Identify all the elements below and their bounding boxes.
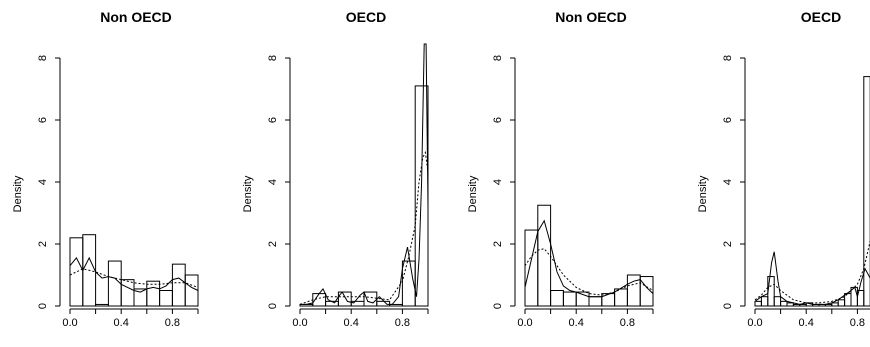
density-curve-dotted (754, 240, 870, 304)
histogram-bar (95, 303, 109, 307)
chart-panel-2: 0 2 4 6 8 Density 0.0 0.4 0.8 (242, 43, 429, 329)
x-tick-label: 0.8 (850, 317, 865, 329)
x-tick-label: 0.8 (165, 317, 180, 329)
y-tick-label: 0 (722, 303, 734, 309)
y-axis-label: Density (242, 175, 254, 212)
x-tick-label: 0.0 (517, 317, 532, 329)
x-tick-label: 0.8 (620, 317, 635, 329)
histogram-bar (171, 263, 186, 307)
histogram-bar (69, 237, 84, 307)
y-tick-label: 6 (722, 117, 734, 123)
histogram-bar (350, 300, 365, 307)
y-tick-label: 8 (722, 55, 734, 61)
histogram-bar (639, 276, 654, 307)
y-tick-label: 4 (722, 179, 734, 185)
histogram-bar (601, 293, 616, 307)
chart-panel-3: 0 2 4 6 8 Density 0.0 0.4 0.8 (467, 55, 654, 329)
y-tick-label: 4 (492, 179, 504, 185)
y-axis-label: Density (697, 175, 709, 212)
density-curve-solid (524, 219, 654, 298)
y-tick-label: 0 (37, 303, 49, 309)
x-tick-label: 0.0 (62, 317, 77, 329)
histogram-bar (844, 293, 852, 307)
histogram-bar (780, 300, 788, 307)
density-curve-dotted (299, 150, 429, 305)
y-axis-label: Density (12, 175, 24, 212)
y-tick-label: 8 (37, 55, 49, 61)
x-tick-label: 0.4 (569, 317, 584, 329)
histogram-bar (767, 276, 775, 307)
histogram-bar (363, 291, 378, 307)
histogram-bar (863, 76, 870, 307)
histogram-bar (159, 290, 173, 307)
histogram-bar (120, 279, 135, 307)
histogram-bar (133, 288, 148, 307)
y-tick-label: 6 (492, 117, 504, 123)
y-tick-label: 8 (492, 55, 504, 61)
y-tick-label: 8 (267, 55, 279, 61)
x-tick-label: 0.0 (747, 317, 762, 329)
histogram-bar (146, 280, 161, 307)
histogram-bar (107, 260, 122, 307)
y-axis-label: Density (467, 175, 479, 212)
y-tick-label: 2 (492, 241, 504, 247)
histogram-bar (562, 291, 577, 307)
chart-title: Non OECD (555, 9, 627, 25)
y-tick-label: 2 (267, 241, 279, 247)
histogram-bar (550, 290, 564, 307)
density-curve-solid (754, 251, 870, 305)
histogram-bar (337, 291, 352, 307)
histogram-bar (754, 300, 762, 307)
histogram-bar (760, 296, 769, 307)
histogram-bar (831, 302, 839, 307)
y-tick-label: 6 (267, 117, 279, 123)
chart-title: OECD (801, 9, 841, 25)
histogram-bar (786, 302, 794, 307)
histogram-bar (837, 299, 846, 307)
y-tick-label: 2 (722, 241, 734, 247)
chart-panel-1: 0 2 4 6 8 Density 0.0 0.4 0.8 (12, 55, 199, 329)
x-tick-label: 0.4 (799, 317, 814, 329)
histogram-bar (588, 296, 603, 307)
density-curve-solid (300, 43, 429, 305)
chart-title: Non OECD (100, 9, 172, 25)
y-tick-label: 6 (37, 117, 49, 123)
x-tick-label: 0.4 (114, 317, 129, 329)
y-tick-label: 0 (492, 303, 504, 309)
histogram-bar (773, 296, 782, 307)
x-tick-label: 0.8 (395, 317, 410, 329)
x-tick-label: 0.4 (344, 317, 359, 329)
density-curve-dotted (524, 248, 654, 296)
y-tick-label: 0 (267, 303, 279, 309)
y-tick-label: 2 (37, 241, 49, 247)
chart-title: OECD (346, 9, 386, 25)
y-tick-label: 4 (37, 179, 49, 185)
histogram-bar (184, 274, 199, 307)
histogram-bar (376, 300, 391, 307)
density-curve-solid (69, 256, 199, 293)
x-tick-label: 0.0 (292, 317, 307, 329)
chart-panel-4: 0 2 4 6 8 Density 0.0 0.4 0.8 (697, 55, 870, 329)
y-tick-label: 4 (267, 179, 279, 185)
